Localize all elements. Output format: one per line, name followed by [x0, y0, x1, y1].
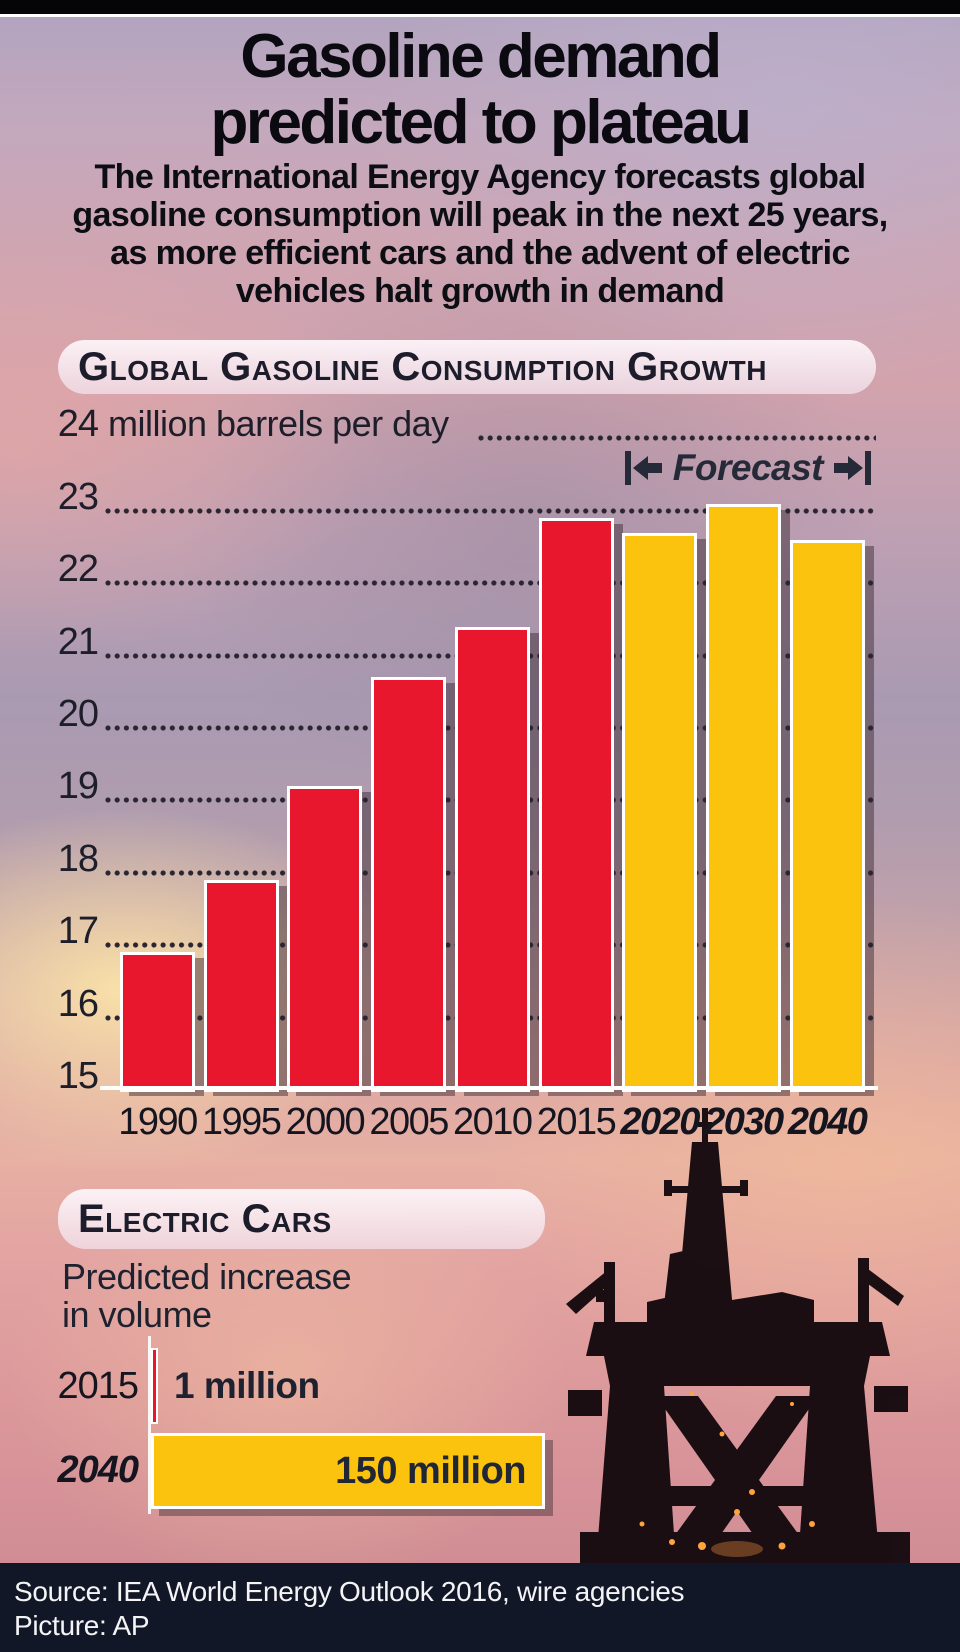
ev-category-label-2015: 2015 — [57, 1365, 139, 1407]
source-credit: Source: IEA World Energy Outlook 2016, w… — [14, 1576, 685, 1607]
footer-band — [0, 1563, 960, 1652]
electric-cars-axis-line — [148, 1336, 151, 1514]
top-white-line — [0, 14, 960, 17]
subtitle-line: vehicles halt growth in demand — [235, 272, 725, 310]
oil-rig-silhouette — [566, 1108, 910, 1564]
top-black-bar — [0, 0, 960, 14]
electric-cars-subtitle-line: Predicted increase — [62, 1256, 352, 1297]
subtitle-line: as more efficient cars and the advent of… — [110, 234, 850, 272]
ev-bar-2040: 150 million — [151, 1433, 545, 1509]
ev-value-label-2015: 1 million — [174, 1365, 320, 1406]
subtitle-line: The International Energy Agency forecast… — [94, 158, 866, 196]
electric-cars-title: Electric Cars — [78, 1196, 332, 1241]
electric-cars-subtitle-line: in volume — [62, 1294, 212, 1335]
ev-category-label-2040: 2040 — [57, 1449, 139, 1491]
page-title-line1: Gasoline demand — [240, 22, 722, 91]
electric-cars-title-pill: Electric Cars — [58, 1189, 545, 1249]
ev-value-label-2040: 150 million — [335, 1449, 526, 1492]
page-title-line2: predicted to plateau — [210, 88, 752, 157]
subtitle-line: gasoline consumption will peak in the ne… — [72, 196, 888, 234]
ev-bar-2015 — [151, 1348, 158, 1424]
picture-credit: Picture: AP — [14, 1610, 150, 1641]
main-chart-title-pill: Global Gasoline Consumption Growth — [58, 340, 876, 394]
main-chart-title: Global Gasoline Consumption Growth — [78, 344, 767, 389]
